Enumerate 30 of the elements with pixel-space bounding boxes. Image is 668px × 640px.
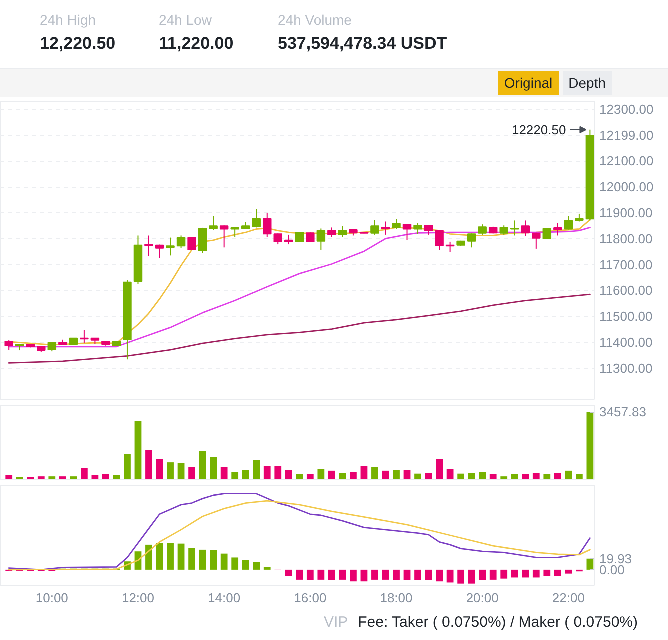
y-tick-label: 11300.00 (600, 360, 653, 376)
x-tick-label: 16:00 (294, 590, 327, 606)
y-tick-label: 3457.83 (600, 404, 646, 420)
text: 11,220.00 (159, 33, 235, 55)
text: 24h Low (159, 11, 213, 29)
x-tick-label: 20:00 (466, 590, 499, 606)
y-tick-label: 11900.00 (600, 205, 653, 220)
y-tick-label: 12000.00 (600, 180, 654, 195)
y-tick-label: 11700.00 (600, 257, 653, 272)
text: 12,220.50 (40, 33, 117, 55)
x-tick-label: 22:00 (552, 590, 585, 606)
text: 24h Volume (278, 11, 353, 29)
text: Depth (562, 71, 612, 95)
y-tick-label: 12199.00 (600, 128, 654, 143)
x-tick-label: 14:00 (208, 590, 241, 606)
x-tick-label: 10:00 (36, 590, 68, 606)
y-tick-label: 11500.00 (600, 309, 653, 324)
text: VIP (324, 614, 348, 631)
y-tick-label: 12300.00 (600, 102, 654, 117)
text: Fee: Taker ( 0.0750%) / Maker ( 0.0750%) (358, 614, 638, 631)
y-tick-label: 12100.00 (600, 154, 654, 169)
text: 24h High (40, 11, 98, 29)
y-tick-label: 11600.00 (600, 283, 653, 298)
y-tick-label: 11400.00 (600, 334, 653, 350)
x-tick-label: 18:00 (380, 590, 413, 606)
text: 537,594,478.34 USDT (278, 33, 448, 55)
x-tick-label: 12:00 (122, 590, 155, 606)
y-tick-label: 11800.00 (600, 231, 653, 246)
text: Original (498, 71, 559, 95)
annotation: 12220.50 (512, 122, 566, 138)
